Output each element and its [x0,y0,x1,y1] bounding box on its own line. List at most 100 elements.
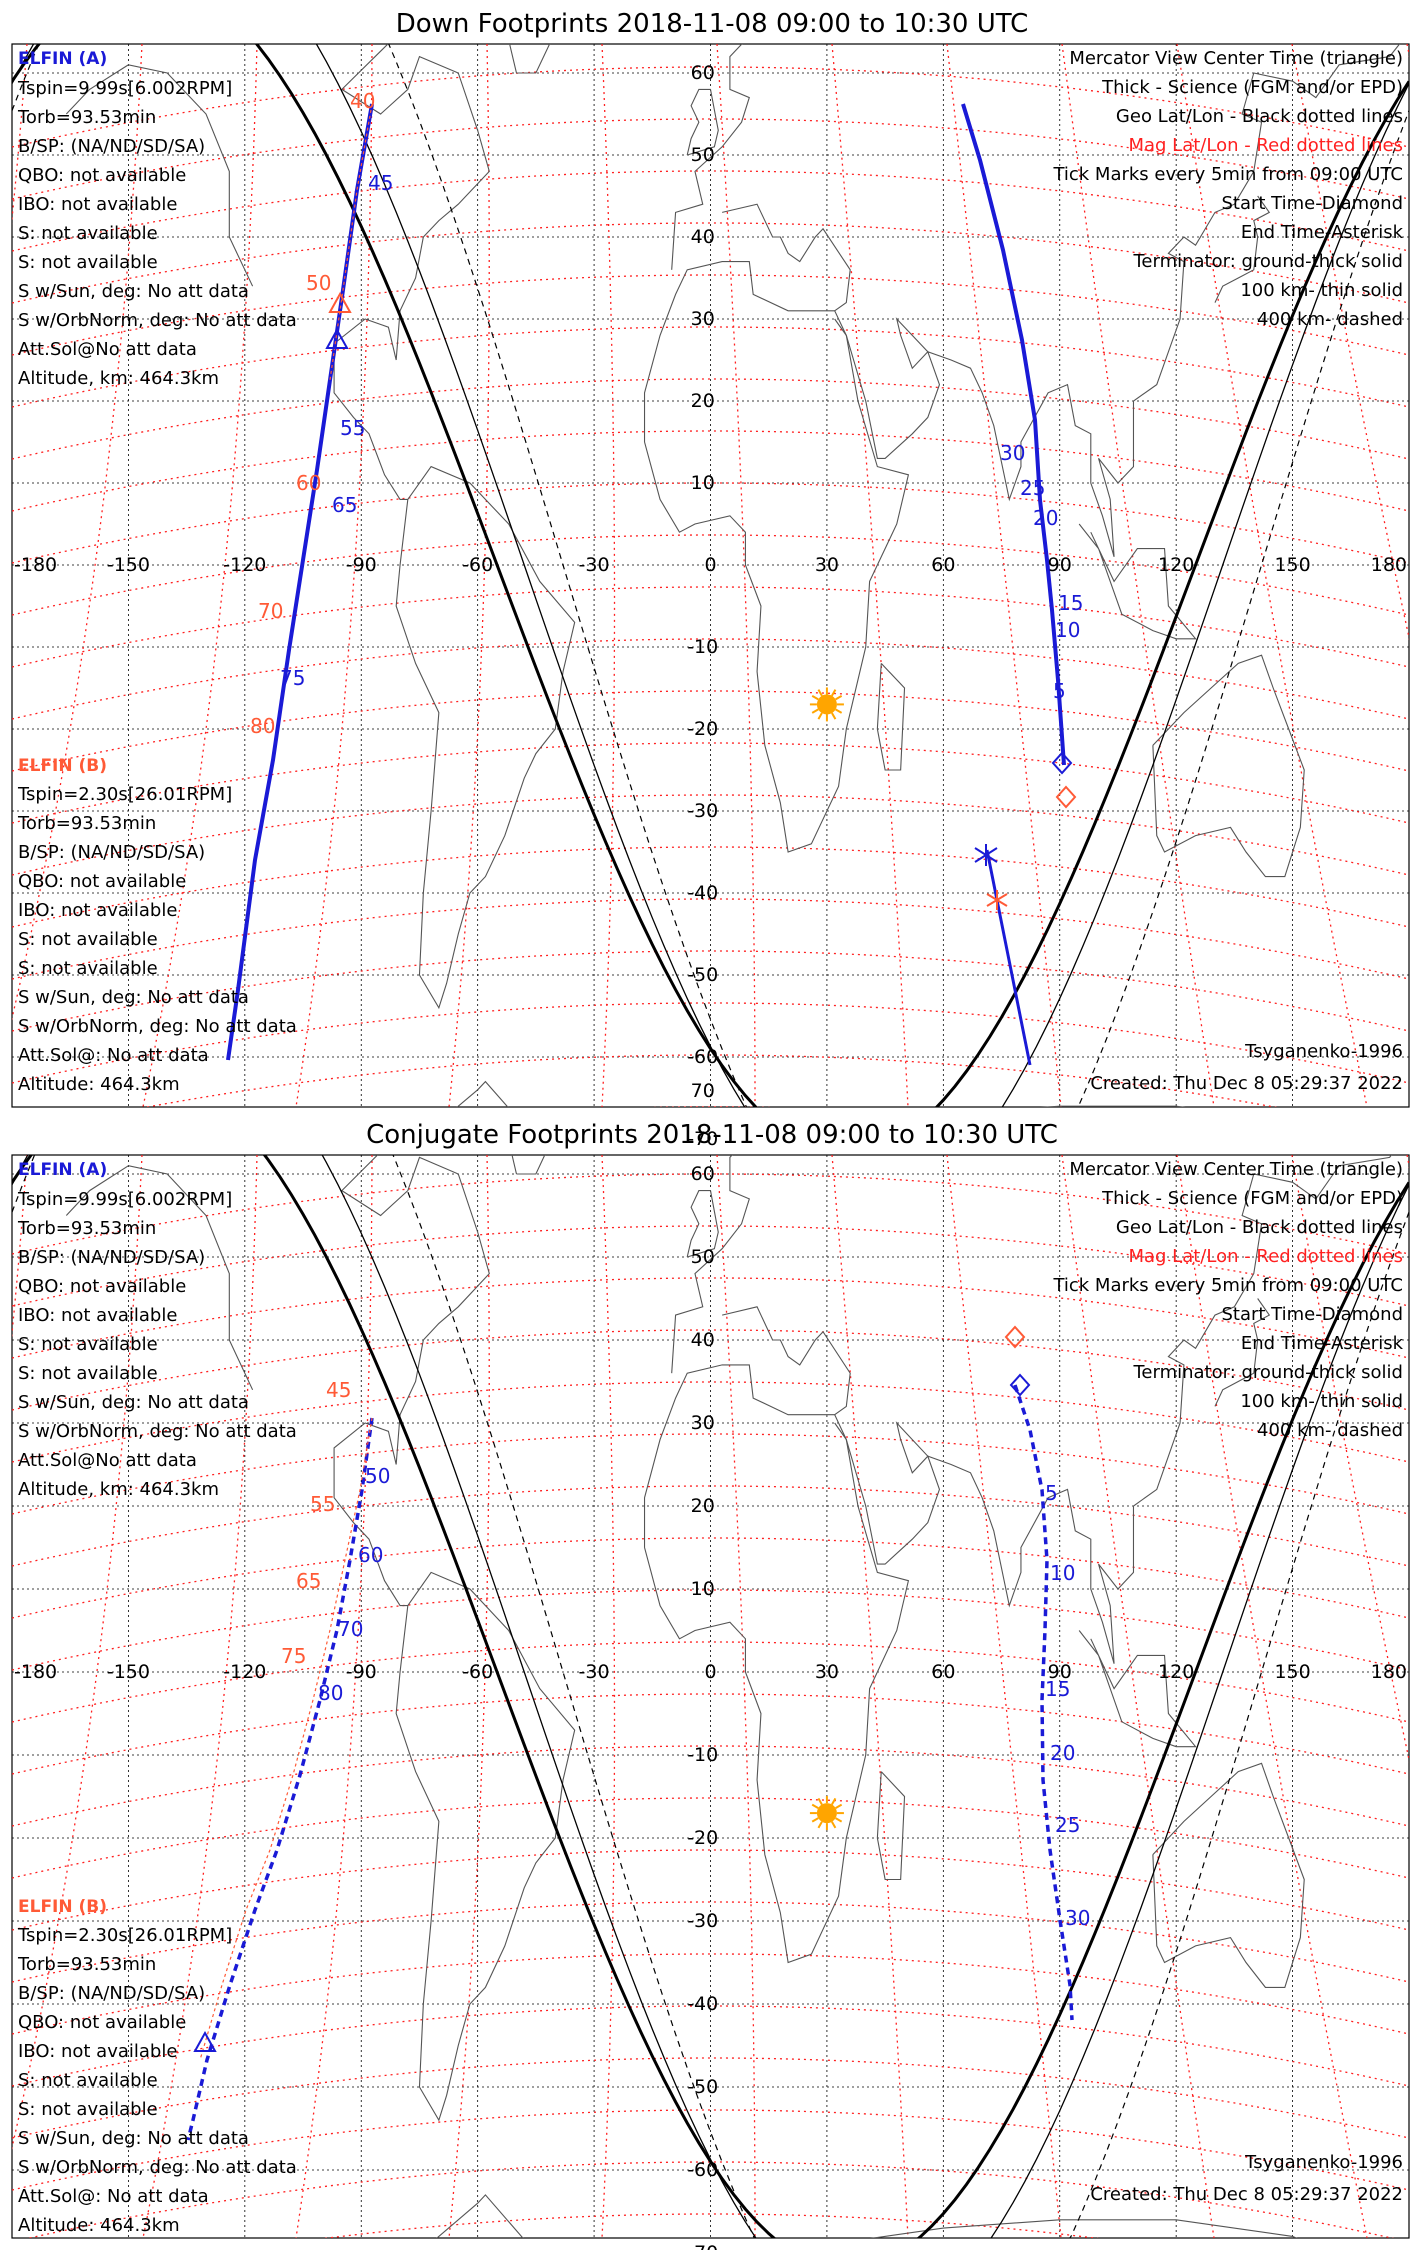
lat-label: 20 [691,390,715,412]
africa-coastline [643,1364,910,1964]
lon-label: 60 [931,554,955,576]
created-timestamp: Created: Thu Dec 8 05:29:37 2022 [1090,2184,1403,2205]
mag-longitude-line [1176,1155,1368,2238]
sun-ray [831,1797,837,1805]
elfin-b-end-asterisk-mag-icon [986,890,1008,910]
elfin-a-info-line: QBO: not available [18,165,186,186]
greenland-coastline [509,44,551,74]
elfin-a-info-line: IBO: not available [18,194,177,215]
sun-ray [811,695,819,701]
terminator-400km [12,44,1409,1107]
legend-line: Geo Lat/Lon - Black dotted lines [1116,106,1403,127]
africa-coastline [643,261,910,853]
british-isles-coastline [686,1190,719,1258]
legend-line: 400 km- dashed [1257,1420,1403,1441]
legend-line: 400 km- dashed [1257,309,1403,330]
elfin-a-info-line: Torb=93.53min [17,1218,156,1239]
legend-line: 100 km- thin solid [1240,1391,1403,1412]
elfin-a-info-line: Altitude, km: 464.3km [18,368,219,389]
antarctica-coastline [436,2194,1298,2238]
terminator-100km [12,44,1409,1107]
sun-ray [831,689,837,697]
elfin-b-info-line: Altitude: 464.3km [18,1074,180,1095]
elfin-a-track-science [226,103,374,1061]
lat-label: 10 [691,1578,715,1600]
elfin-b-info-line: S: not available [18,958,158,979]
lon-label: -90 [346,554,377,576]
elfin-b-tick-label: 10 [1055,618,1080,642]
elfin-b-tick-label: 30 [1065,1906,1090,1930]
madagascar-coastline [876,1771,906,1881]
legend-line: Tick Marks every 5min from 09:00 UTC [1052,1275,1403,1296]
elfin-b-info-line: S: not available [18,2070,158,2091]
elfin-b-tick-label: 5 [1045,1481,1058,1505]
lat-label: -20 [687,718,718,740]
elfin-b-start-diamond-icon [1009,1373,1031,1397]
terminator-ground [12,1155,1409,2238]
legend-line: Mercator View Center Time (triangle) [1069,1159,1403,1180]
lon-label: 150 [1274,1661,1310,1683]
legend-line: End Time-Asterisk [1241,1333,1404,1354]
elfin-b-tick-label: 20 [1050,1741,1075,1765]
elfin-a-track-overlay [329,103,373,381]
lat-label: -50 [687,2076,718,2098]
created-timestamp: Created: Thu Dec 8 05:29:37 2022 [1090,1073,1403,1094]
elfin-b-info-line: QBO: not available [18,871,186,892]
lat-label: -20 [687,1827,718,1849]
lon-label: -180 [14,554,57,576]
elfin-b-name: ELFIN (B) [18,756,107,776]
legend-line: Start Time-Diamond [1221,1304,1403,1325]
lon-label: 180 [1371,1661,1407,1683]
sun-ray [835,695,843,701]
elfin-a-info-line: S: not available [18,1363,158,1384]
british-isles-coastline [686,88,719,156]
lat-label: -10 [687,636,718,658]
elfin-a-info-line: S w/OrbNorm, deg: No att data [18,1421,297,1442]
mag-longitude-line [12,44,28,225]
lat-label: 50 [691,144,715,166]
elfin-a-info-line: Torb=93.53min [17,107,156,128]
lon-label: 0 [704,554,716,576]
mag-longitude-line [601,44,616,1107]
mag-longitude-line [946,44,1062,1107]
mag-longitude-line [12,44,143,1021]
legend-line: Start Time-Diamond [1221,193,1403,214]
japan-coastline [1214,195,1271,303]
elfin-b-end-asterisk-icon [974,844,998,866]
north-america-west-coastline [65,64,254,287]
elfin-b-info-line: IBO: not available [18,900,177,921]
elfin-b-info-line: Torb=93.53min [17,813,156,834]
elfin-a-conjugate-mag-overlay [199,1417,373,2061]
sun-ray [831,712,837,720]
lon-label: -30 [579,1661,610,1683]
lon-label: 150 [1274,554,1310,576]
mag-longitude-line [1291,1155,1409,1763]
legend-line: Mag Lat/Lon - Red dotted lines [1128,1246,1403,1267]
legend-line: Tick Marks every 5min from 09:00 UTC [1052,164,1403,185]
lat-label: 40 [691,1329,715,1351]
lat-label: -70 [687,2242,718,2250]
elfin-a-info-line: IBO: not available [18,1305,177,1326]
elfin-b-tick-label: 15 [1045,1677,1070,1701]
legend-line: Thick - Science (FGM and/or EPD) [1101,77,1403,98]
lon-label: 90 [1048,554,1072,576]
eurasia-north-coastline [671,1155,750,1374]
lat-label: 60 [691,62,715,84]
terminator-400km [12,1155,1409,2238]
sun-ray [817,1821,823,1829]
terminator-100km [12,1155,1409,2238]
lat-label: 40 [691,226,715,248]
elfin-a-info-line: S w/Sun, deg: No att data [18,1392,249,1413]
lat-label: 60 [691,1163,715,1185]
legend-line: Thick - Science (FGM and/or EPD) [1101,1188,1403,1209]
sun-ray [817,1797,823,1805]
elfin-a-conjugate-track [186,1417,374,2141]
elfin-b-tick-label: 25 [1055,1813,1080,1837]
elfin-b-track-south [985,849,1032,1066]
map-legend: Mercator View Center Time (triangle) Thic… [1052,1159,1403,1441]
elfin-a-info-line: S w/Sun, deg: No att data [18,281,249,302]
sun-ray [811,1817,819,1823]
mag-longitude-line [12,1155,143,2151]
map-area: 45 50 55 60 65 70 75 80 5 10 15 20 25 30 [12,1155,1409,2238]
